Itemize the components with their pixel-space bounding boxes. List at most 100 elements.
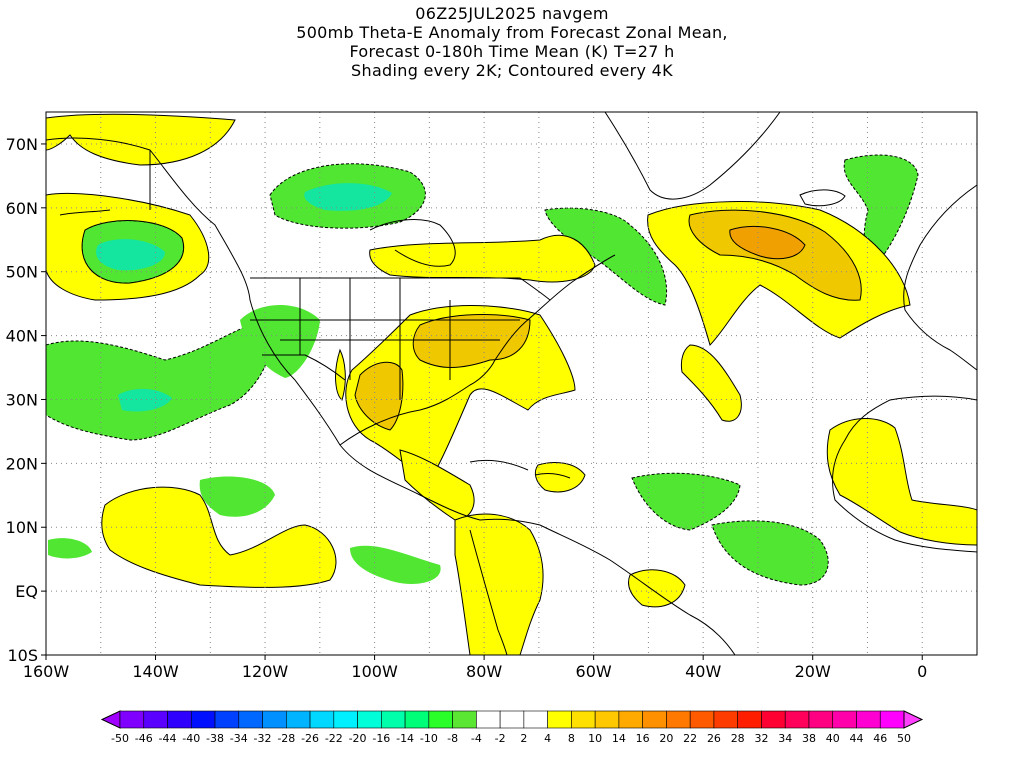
colorbar-low-arrow <box>100 710 121 729</box>
pos-region-eastern-us-orange <box>412 314 531 368</box>
pos-region-guiana <box>628 569 686 608</box>
colorbar-label: -8 <box>447 732 458 745</box>
neg-region-atlantic-1 <box>631 472 741 531</box>
lon-tick-label: 140W <box>132 662 179 681</box>
neg-region-greenland-sea <box>544 207 667 306</box>
border-us-canada <box>250 277 551 301</box>
colorbar-label: -28 <box>277 732 295 745</box>
pos-region-south-america <box>454 513 544 655</box>
colorbar-label: -22 <box>325 732 343 745</box>
colorbar-bin <box>689 710 715 729</box>
colorbar-bin <box>262 710 287 729</box>
lon-tick-label: 100W <box>351 662 398 681</box>
colorbar-bin <box>119 710 145 729</box>
colorbar-label: 8 <box>568 732 575 745</box>
neg-region-atlantic-2 <box>711 520 829 586</box>
colorbar-label: -14 <box>396 732 414 745</box>
colorbar-bin <box>309 710 335 729</box>
lat-tick-label: 70N <box>6 135 38 154</box>
lat-tick-label: 10N <box>6 518 38 537</box>
coast-cuba <box>469 459 529 471</box>
colorbar-bin <box>190 710 216 729</box>
border-us-mexico <box>262 354 346 381</box>
pos-region-north-atlantic-core <box>729 225 806 260</box>
colorbar-bin <box>214 710 240 729</box>
colorbar-label: -32 <box>254 732 272 745</box>
colorbar-label: 32 <box>754 732 768 745</box>
lat-tick-label: 10S <box>7 646 38 665</box>
colorbar-label: 22 <box>683 732 697 745</box>
lon-tick-label: 0 <box>917 662 927 681</box>
colorbar-bin <box>594 710 620 729</box>
neg-region-tropical-pacific-2 <box>350 545 441 585</box>
colorbar-label: -44 <box>159 732 177 745</box>
colorbar-label: 26 <box>707 732 721 745</box>
pos-region-gulf-of-alaska <box>46 193 210 301</box>
pos-region-caribbean <box>534 462 586 493</box>
lat-tick-label: 40N <box>6 327 38 346</box>
colorbar-label: -50 <box>111 732 129 745</box>
coast-iceland <box>799 189 846 207</box>
title-block: 06Z25JUL2025 navgem 500mb Theta-E Anomal… <box>0 4 1024 80</box>
pos-region-north-pacific <box>46 113 236 166</box>
colorbar-label: -38 <box>206 732 224 745</box>
colorbar-label: 20 <box>659 732 673 745</box>
neg-region-east-pacific-small <box>48 538 92 559</box>
neg-region-pacific-core <box>96 239 165 271</box>
colorbar-bin <box>238 710 263 729</box>
coast-greenland <box>604 112 781 200</box>
plot-frame <box>45 111 978 656</box>
colorbar-bin <box>737 710 762 729</box>
lon-tick-label: 40W <box>685 662 721 681</box>
coast-africa <box>831 395 977 553</box>
border-states-1 <box>299 278 451 400</box>
lat-tick-label: EQ <box>15 582 38 601</box>
lat-tick-label: 50N <box>6 263 38 282</box>
lon-tick-label: 60W <box>576 662 612 681</box>
colorbar-label: -4 <box>471 732 482 745</box>
title-forecast: Forecast 0-180h Time Mean (K) T=27 h <box>349 42 675 61</box>
pos-region-mid-atlantic-arm <box>680 344 742 422</box>
colorbar-bin <box>381 710 406 729</box>
colorbar-bin <box>666 710 691 729</box>
colorbar-bin <box>499 710 525 729</box>
colorbar-label: 50 <box>897 732 911 745</box>
neg-region-canada-core <box>304 183 392 211</box>
coast-aleutians <box>59 209 111 216</box>
coast-south-america <box>539 524 736 655</box>
colorbar-label: -34 <box>230 732 248 745</box>
neg-region-tropical-pacific-1 <box>199 476 275 517</box>
lat-tick-label: 30N <box>6 390 38 409</box>
colorbar-bin <box>784 710 810 729</box>
colorbar-bin <box>571 710 596 729</box>
neg-region-east-pacific-core <box>118 388 172 412</box>
pos-region-baja <box>335 348 346 401</box>
lat-tick-label: 20N <box>6 454 38 473</box>
colorbar-bin <box>167 710 192 729</box>
lat-axis: 70N 60N 50N 40N 30N 20N 10N EQ 10S <box>6 135 46 665</box>
colorbar-bin <box>523 710 548 729</box>
coastlines <box>46 112 977 655</box>
colorbar-label: 2 <box>520 732 527 745</box>
lon-tick-label: 20W <box>795 662 831 681</box>
colorbar-label: 4 <box>544 732 551 745</box>
colorbar-label: 14 <box>612 732 626 745</box>
border-states-2 <box>250 319 520 341</box>
lon-axis: 160W 140W 120W 100W 80W 60W 40W 20W 0 <box>23 655 927 681</box>
colorbar-label: 10 <box>588 732 602 745</box>
colorbar-bin <box>357 710 382 729</box>
title-shading: Shading every 2K; Contoured every 4K <box>351 61 673 80</box>
colorbar-label: -26 <box>301 732 319 745</box>
coast-north-america <box>46 137 541 526</box>
colorbar-label: 44 <box>849 732 863 745</box>
lon-tick-label: 120W <box>242 662 289 681</box>
colorbar-label: 28 <box>731 732 745 745</box>
pos-region-gulf-orange <box>354 361 404 431</box>
colorbar-label: -10 <box>420 732 438 745</box>
colorbar-bin <box>333 710 358 729</box>
colorbar-bin <box>808 710 834 729</box>
colorbar-bin <box>547 710 572 729</box>
political-borders <box>149 150 551 400</box>
colorbar-label: -2 <box>495 732 506 745</box>
